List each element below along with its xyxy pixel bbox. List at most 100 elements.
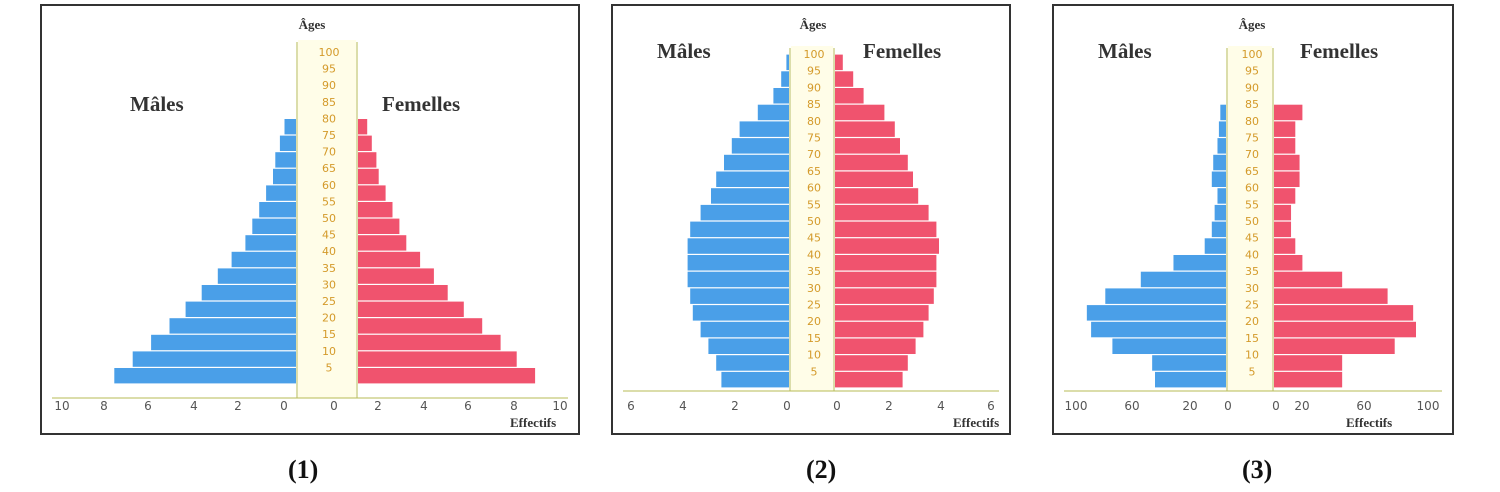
age-tick-70: 70 bbox=[807, 148, 821, 161]
female-bar-70-74 bbox=[358, 135, 372, 151]
x-tick-left-20: 20 bbox=[1182, 399, 1197, 413]
male-bar-5-9 bbox=[1152, 355, 1226, 371]
male-bar-20-24 bbox=[185, 301, 296, 317]
x-tick-right-8: 8 bbox=[510, 399, 518, 413]
pyramid-panel-1: 100 95 90 85 80 75 70 65 60 55 50 45 40 35 30 25 20 15 10 5… bbox=[40, 4, 580, 435]
male-bar-30-34 bbox=[687, 271, 789, 288]
age-tick-30: 30 bbox=[807, 282, 821, 295]
age-tick-75: 75 bbox=[807, 132, 821, 145]
age-tick-10: 10 bbox=[322, 345, 336, 358]
female-bar-25-29 bbox=[1274, 288, 1388, 304]
x-tick-right-10: 10 bbox=[552, 399, 567, 413]
age-tick-5: 5 bbox=[1249, 365, 1256, 378]
x-tick-left-0: 0 bbox=[280, 399, 288, 413]
male-bar-75-79 bbox=[739, 121, 789, 137]
female-bar-5-9 bbox=[1274, 355, 1343, 371]
male-bar-15-19 bbox=[700, 321, 789, 338]
male-bar-25-29 bbox=[201, 285, 296, 301]
age-tick-45: 45 bbox=[322, 229, 336, 242]
female-bar-45-49 bbox=[835, 221, 937, 238]
age-tick-100: 100 bbox=[1242, 48, 1263, 61]
ages-axis-label: Âges bbox=[800, 17, 827, 32]
male-bar-0-4 bbox=[114, 368, 296, 384]
male-bar-65-69 bbox=[275, 152, 296, 168]
female-bar-85-89 bbox=[835, 88, 864, 104]
age-tick-70: 70 bbox=[1245, 148, 1259, 161]
age-tick-45: 45 bbox=[807, 232, 821, 245]
male-bar-5-9 bbox=[132, 351, 296, 367]
age-tick-65: 65 bbox=[807, 165, 821, 178]
pyramid-svg-3: 1009590858075706560555045403530252015105… bbox=[1064, 17, 1442, 430]
age-tick-90: 90 bbox=[322, 79, 336, 92]
pyramid-panel-3: 100 95 90 85 80 75 70 65 60 55 50 45 40 35 30 25 20 15 10 5… bbox=[1052, 4, 1454, 435]
age-tick-95: 95 bbox=[1245, 65, 1259, 78]
age-tick-60: 60 bbox=[322, 179, 336, 192]
male-bar-70-74 bbox=[279, 135, 296, 151]
female-bar-15-19 bbox=[835, 321, 924, 338]
x-tick-left-0: 0 bbox=[1224, 399, 1232, 413]
x-tick-left-4: 4 bbox=[679, 399, 687, 413]
x-tick-right-60: 60 bbox=[1356, 399, 1371, 413]
female-bar-80-84 bbox=[835, 104, 885, 121]
age-tick-35: 35 bbox=[322, 262, 336, 275]
female-bar-55-59 bbox=[358, 185, 386, 201]
age-tick-55: 55 bbox=[1245, 198, 1259, 211]
female-bar-75-79 bbox=[1274, 121, 1296, 137]
age-tick-40: 40 bbox=[1245, 248, 1259, 261]
age-tick-85: 85 bbox=[807, 98, 821, 111]
male-bar-65-69 bbox=[1213, 154, 1226, 171]
age-tick-70: 70 bbox=[322, 146, 336, 159]
male-bar-45-49 bbox=[252, 218, 296, 234]
female-bar-80-84 bbox=[1274, 104, 1303, 121]
male-bar-25-29 bbox=[690, 288, 789, 304]
age-tick-60: 60 bbox=[1245, 182, 1259, 195]
x-tick-right-2: 2 bbox=[885, 399, 893, 413]
age-tick-80: 80 bbox=[807, 115, 821, 128]
female-bar-70-74 bbox=[1274, 138, 1296, 154]
pyramid-svg-1: 1009590858075706560555045403530252015105… bbox=[52, 17, 568, 430]
x-tick-left-2: 2 bbox=[731, 399, 739, 413]
male-bar-15-19 bbox=[169, 318, 296, 334]
female-bar-40-44 bbox=[358, 235, 407, 251]
age-tick-65: 65 bbox=[322, 162, 336, 175]
female-bar-90-94 bbox=[835, 71, 854, 87]
female-bar-30-34 bbox=[835, 271, 937, 288]
age-tick-100: 100 bbox=[319, 46, 340, 59]
x-tick-right-0: 0 bbox=[330, 399, 338, 413]
female-bar-30-34 bbox=[358, 268, 434, 284]
x-tick-right-6: 6 bbox=[464, 399, 472, 413]
male-bar-85-89 bbox=[773, 88, 789, 104]
age-tick-30: 30 bbox=[322, 278, 336, 291]
female-label: Femelles bbox=[863, 39, 941, 63]
age-tick-95: 95 bbox=[807, 65, 821, 78]
male-bar-65-69 bbox=[724, 154, 789, 171]
age-tick-15: 15 bbox=[1245, 332, 1259, 345]
pyramid-panel-2: 100 95 90 85 80 75 70 65 60 55 50 45 40 35 30 25 20 15 10 5… bbox=[611, 4, 1011, 435]
age-tick-35: 35 bbox=[807, 265, 821, 278]
female-bar-55-59 bbox=[835, 188, 919, 204]
female-bar-55-59 bbox=[1274, 188, 1296, 204]
pyramid-svg-2: 1009590858075706560555045403530252015105… bbox=[623, 17, 999, 430]
age-tick-25: 25 bbox=[322, 295, 336, 308]
age-tick-65: 65 bbox=[1245, 165, 1259, 178]
ages-column-bg bbox=[1228, 46, 1272, 391]
female-bar-40-44 bbox=[835, 238, 939, 254]
female-bar-25-29 bbox=[358, 285, 448, 301]
age-tick-90: 90 bbox=[1245, 81, 1259, 94]
female-bar-65-69 bbox=[358, 152, 377, 168]
male-bar-55-59 bbox=[266, 185, 296, 201]
male-bar-35-39 bbox=[1173, 255, 1226, 271]
female-bar-40-44 bbox=[1274, 238, 1296, 254]
age-tick-60: 60 bbox=[807, 182, 821, 195]
ages-axis-label: Âges bbox=[1239, 17, 1266, 32]
male-bar-55-59 bbox=[711, 188, 789, 204]
age-tick-55: 55 bbox=[322, 195, 336, 208]
male-bar-55-59 bbox=[1217, 188, 1226, 204]
age-tick-100: 100 bbox=[804, 48, 825, 61]
x-tick-right-100: 100 bbox=[1417, 399, 1440, 413]
male-label: Mâles bbox=[1098, 39, 1152, 63]
age-tick-90: 90 bbox=[807, 81, 821, 94]
age-tick-25: 25 bbox=[1245, 299, 1259, 312]
female-bar-0-4 bbox=[358, 368, 536, 384]
male-bar-50-54 bbox=[259, 202, 296, 218]
